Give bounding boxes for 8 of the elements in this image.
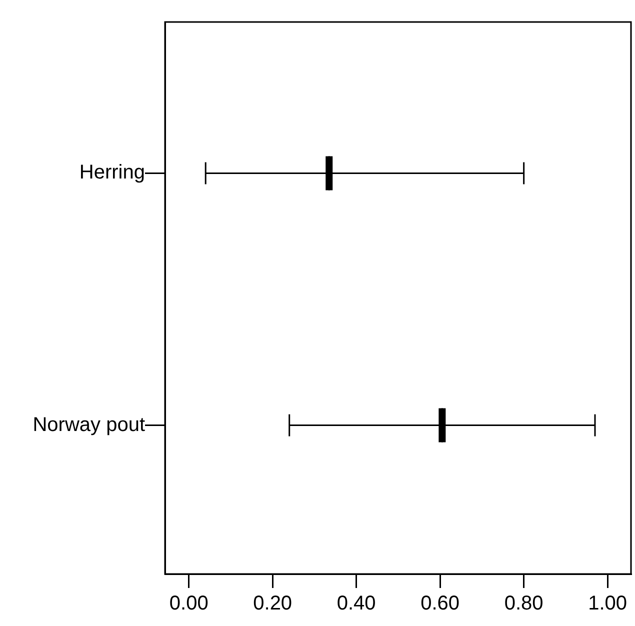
y-tick-label: Herring: [79, 162, 145, 184]
x-tick-label: 0.20: [253, 592, 292, 615]
y-tick-label: Norway pout: [32, 414, 146, 436]
x-tick-label: 0.00: [169, 592, 208, 615]
x-tick-label: 0.80: [504, 592, 544, 615]
x-tick-label: 1.00: [588, 592, 628, 615]
x-tick-label: 0.40: [336, 592, 376, 615]
x-tick-label: 0.60: [420, 592, 460, 615]
